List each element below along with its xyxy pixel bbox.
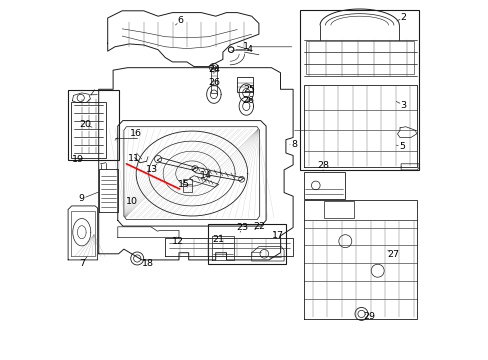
Text: 27: 27 [386,251,398,259]
Text: 19: 19 [72,155,84,163]
Text: 26: 26 [242,96,254,105]
Bar [183,179,192,192]
Text: 13: 13 [145,165,157,174]
Text: 25: 25 [243,85,254,94]
Text: 9: 9 [79,194,84,203]
Bar [236,77,252,92]
Text: 24: 24 [207,65,220,74]
Text: 29: 29 [363,312,375,321]
Text: 21: 21 [212,235,224,244]
Text: 3: 3 [400,101,406,110]
Bar [71,102,106,158]
Bar [303,172,345,199]
Bar [300,10,418,170]
Bar [323,201,354,218]
Bar [306,41,413,74]
Text: 17: 17 [271,231,283,240]
Text: 4: 4 [246,45,252,54]
Text: 2: 2 [400,13,406,22]
Text: 10: 10 [126,197,138,206]
Text: 8: 8 [290,140,297,149]
Text: 28: 28 [317,161,329,170]
Text: 23: 23 [236,223,248,232]
Bar [68,90,119,160]
Text: 12: 12 [172,238,183,247]
Text: 22: 22 [253,222,265,231]
Bar [211,68,216,93]
Text: 5: 5 [398,143,405,152]
Text: 6: 6 [177,17,183,26]
Text: 15: 15 [178,180,190,189]
Text: 20: 20 [79,120,91,129]
Text: 7: 7 [79,259,84,268]
Text: 1: 1 [243,42,249,51]
Text: 16: 16 [129,130,142,139]
Text: 18: 18 [142,259,154,268]
Bar [208,224,285,264]
Text: 26: 26 [207,78,220,87]
Text: 11: 11 [127,154,140,163]
Text: 14: 14 [199,171,211,180]
